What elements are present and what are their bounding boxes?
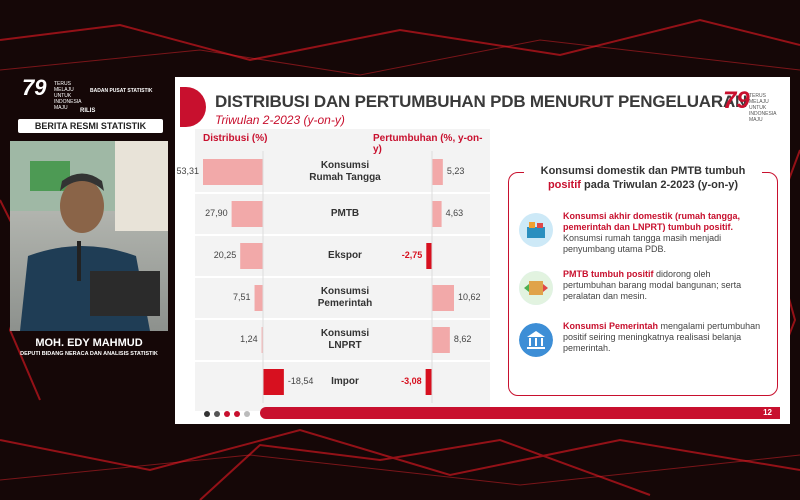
category-label: Konsumsi Pemerintah	[317, 286, 373, 309]
video-feed	[10, 141, 168, 331]
chart-plot	[195, 151, 490, 403]
kicker: RILIS	[80, 108, 96, 114]
banner: BERITA RESMI STATISTIK	[18, 119, 163, 133]
value-label: -2,75	[401, 250, 423, 260]
bar	[432, 327, 450, 353]
value-label: 5,23	[446, 166, 465, 176]
chart: Konsumsi Rumah Tangga PMTB Ekspor Konsumsi …	[176, 129, 490, 411]
tagline: TERUS MELAJU UNTUK INDONESIA MAJU	[54, 81, 82, 111]
panel-item: PMTB tumbuh positif didorong oleh pertum…	[519, 269, 769, 314]
bar	[426, 243, 432, 269]
category-label: Konsumsi LNPRT	[320, 328, 370, 351]
value-label: 53,31	[176, 166, 199, 176]
item-text: PMTB tumbuh positif didorong oleh pertum…	[563, 269, 763, 302]
value-label: 27,90	[205, 208, 228, 218]
bar	[254, 285, 263, 311]
item-body: didorong oleh pertumbuhan barang modal b…	[563, 269, 742, 301]
category-label: Konsumsi Rumah Tangga	[309, 160, 381, 183]
slide: DISTRIBUSI DAN PERTUMBUHAN PDB MENURUT P…	[175, 77, 790, 424]
cart-icon	[519, 213, 553, 247]
item-text: Konsumsi akhir domestik (rumah tangga, p…	[563, 211, 763, 255]
video-image	[10, 141, 168, 331]
presenter-role: DEPUTI BIDANG NERACA DAN ANALISIS STATIS…	[20, 351, 158, 357]
panel-item: Konsumsi Pemerintah mengalami pertumbuha…	[519, 321, 769, 366]
slide-logo: 79	[723, 87, 750, 114]
item-body: Konsumsi rumah tangga masih menjadi peny…	[563, 233, 722, 254]
bar	[432, 285, 454, 311]
bar	[432, 159, 443, 185]
panel-item: Konsumsi akhir domestik (rumah tangga, p…	[519, 211, 769, 256]
footer-bar: 12	[260, 407, 780, 419]
bar	[432, 201, 442, 227]
box-icon	[519, 271, 553, 305]
category-label: PMTB	[330, 208, 360, 219]
slide-title: DISTRIBUSI DAN PERTUMBUHAN PDB MENURUT P…	[215, 92, 748, 111]
value-label: -18,54	[287, 376, 314, 386]
heading-text: Konsumsi domestik dan PMTB tumbuh	[540, 165, 746, 177]
value-label: 8,62	[453, 334, 472, 344]
building-icon	[519, 323, 553, 357]
value-label: 7,51	[233, 292, 251, 302]
item-highlight: PMTB tumbuh positif	[563, 269, 654, 279]
category-label: Ekspor	[328, 250, 362, 261]
value-label: 4,63	[445, 208, 464, 218]
heading-text: pada Triwulan 2-2023 (y-on-y)	[584, 179, 739, 191]
item-highlight: Konsumsi Pemerintah	[563, 321, 659, 331]
bar	[240, 243, 263, 269]
bar	[425, 369, 432, 395]
agency: BADAN PUSAT STATISTIK	[90, 88, 153, 94]
series-header: Pertumbuhan (%, y-on-y)	[373, 133, 483, 155]
item-highlight: Konsumsi akhir domestik (rumah tangga, p…	[563, 211, 741, 232]
value-label: -3,08	[401, 376, 422, 386]
bar	[261, 327, 263, 353]
value-label: 1,24	[240, 334, 258, 344]
slide-dots	[204, 411, 250, 417]
value-label: 20,25	[213, 250, 237, 260]
bar	[263, 369, 284, 395]
series-header: Distribusi (%)	[203, 133, 268, 144]
category-label: Impor	[331, 376, 359, 387]
item-text: Konsumsi Pemerintah mengalami pertumbuha…	[563, 321, 763, 354]
slide-tagline: TERUS MELAJU UNTUK INDONESIA MAJU	[749, 93, 777, 123]
logo: 79	[22, 75, 47, 100]
title-accent	[180, 87, 206, 127]
presenter-name: MOH. EDY MAHMUD	[35, 337, 143, 349]
value-label: 10,62	[458, 292, 481, 302]
page-number: 12	[763, 408, 772, 417]
presenter-panel: 79 TERUS MELAJU UNTUK INDONESIA MAJU BAD…	[8, 75, 168, 365]
panel-heading: Konsumsi domestik dan PMTB tumbuh positi…	[524, 164, 762, 192]
summary-panel: Konsumsi domestik dan PMTB tumbuh positi…	[508, 164, 778, 396]
bar	[231, 201, 263, 227]
heading-highlight: positif	[547, 179, 581, 191]
slide-subtitle: Triwulan 2-2023 (y-on-y)	[215, 113, 345, 127]
bar	[203, 159, 263, 185]
item-body: mengalami pertumbuhan positif seiring me…	[563, 321, 761, 353]
